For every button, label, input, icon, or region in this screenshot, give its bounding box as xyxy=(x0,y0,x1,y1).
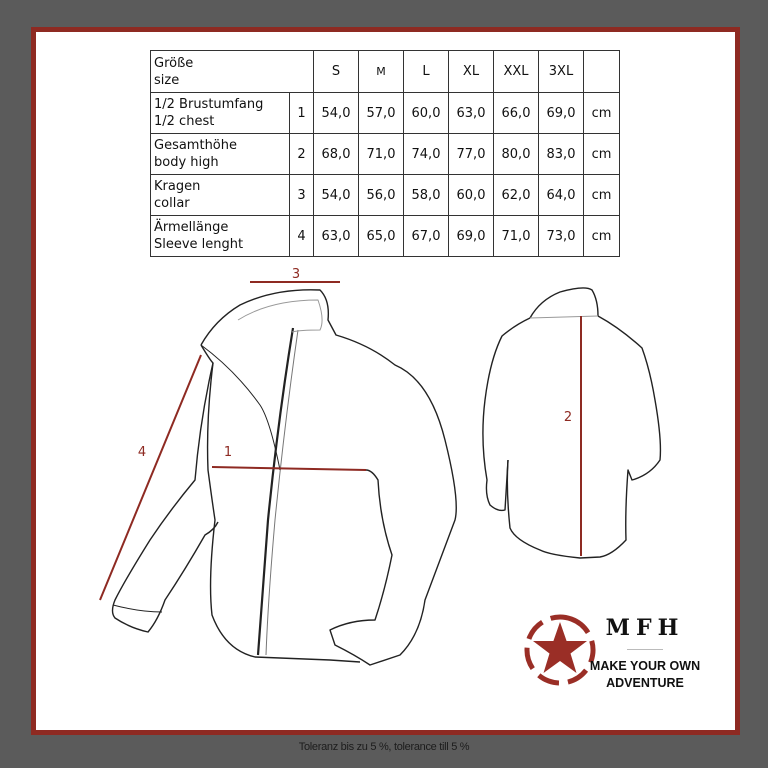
size-XXL: XXL xyxy=(493,50,539,93)
measurement-label: Kragen collar xyxy=(150,174,290,216)
label-en: body high xyxy=(154,155,219,170)
size-XL: XL xyxy=(448,50,494,93)
label-de: Kragen xyxy=(154,179,201,194)
measurement-value: 65,0 xyxy=(358,215,404,257)
brand-name: MFH xyxy=(605,615,685,641)
measurement-value: 71,0 xyxy=(358,133,404,175)
unit-cell: cm xyxy=(583,215,620,257)
measurement-value: 67,0 xyxy=(403,215,449,257)
measurement-lines xyxy=(99,281,582,601)
brand-block: MFH MAKE YOUR OWN ADVENTURE xyxy=(580,615,710,692)
measurement-value: 63,0 xyxy=(313,215,359,257)
sleeve-label: 4 xyxy=(138,445,146,460)
table-row: Gesamthöhe body high 2 68,0 71,0 74,0 77,0 80,0… xyxy=(150,133,620,175)
measurement-value: 74,0 xyxy=(403,133,449,175)
star-in-dashed-circle-icon xyxy=(524,614,596,686)
size-label-de: Größe xyxy=(154,55,194,71)
label-de: Gesamthöhe xyxy=(154,138,238,153)
measurement-value: 69,0 xyxy=(538,92,584,134)
measurement-value: 56,0 xyxy=(358,174,404,216)
tolerance-note: Toleranz bis zu 5 %, tolerance till 5 % xyxy=(298,741,470,753)
label-de: 1/2 Brustumfang xyxy=(154,97,264,112)
table-row: Ärmellänge Sleeve lenght 4 63,0 65,0 67,0 69,0… xyxy=(150,215,620,257)
measurement-value: 57,0 xyxy=(358,92,404,134)
measurement-number: 1 xyxy=(289,92,314,134)
measurement-value: 60,0 xyxy=(448,174,494,216)
front-jacket-drawing xyxy=(111,289,457,666)
measurement-value: 64,0 xyxy=(538,174,584,216)
table-row: Kragen collar 3 54,0 56,0 58,0 60,0 62,0 64,0 cm xyxy=(150,174,620,216)
chest-label: 1 xyxy=(224,445,232,460)
unit-cell: cm xyxy=(583,92,620,134)
measurement-label: Ärmellänge Sleeve lenght xyxy=(150,215,290,257)
measurement-value: 54,0 xyxy=(313,174,359,216)
measurement-number: 4 xyxy=(289,215,314,257)
measurement-value: 60,0 xyxy=(403,92,449,134)
measurement-value: 73,0 xyxy=(538,215,584,257)
back-jacket-drawing xyxy=(482,287,662,559)
label-en: collar xyxy=(154,196,190,211)
slogan-line-1: MAKE YOUR OWN xyxy=(589,659,701,673)
label-de: Ärmellänge xyxy=(154,220,229,235)
label-en: 1/2 chest xyxy=(154,114,215,129)
measurement-value: 66,0 xyxy=(493,92,539,134)
measurement-value: 83,0 xyxy=(538,133,584,175)
measurement-value: 71,0 xyxy=(493,215,539,257)
measurement-value: 62,0 xyxy=(493,174,539,216)
collar-label: 3 xyxy=(292,267,300,282)
chest-measure-line xyxy=(211,466,367,471)
sleeve-measure-line xyxy=(99,354,202,601)
size-label-en: size xyxy=(154,72,180,88)
brand-divider xyxy=(627,649,663,650)
measurement-value: 80,0 xyxy=(493,133,539,175)
table-row: 1/2 Brustumfang 1/2 chest 1 54,0 57,0 60,0 63,… xyxy=(150,92,620,134)
slogan-line-2: ADVENTURE xyxy=(606,676,684,690)
unit-cell: cm xyxy=(583,174,620,216)
label-en: Sleeve lenght xyxy=(154,237,244,252)
body-label: 2 xyxy=(564,410,572,425)
measurement-label: 1/2 Brustumfang 1/2 chest xyxy=(150,92,290,134)
brand-slogan: MAKE YOUR OWN ADVENTURE xyxy=(580,658,710,692)
unit-cell: cm xyxy=(583,133,620,175)
size-table: Größe size S M L XL XXL 3XL 1/2 Brustumfa… xyxy=(150,50,620,257)
measurement-value: 63,0 xyxy=(448,92,494,134)
